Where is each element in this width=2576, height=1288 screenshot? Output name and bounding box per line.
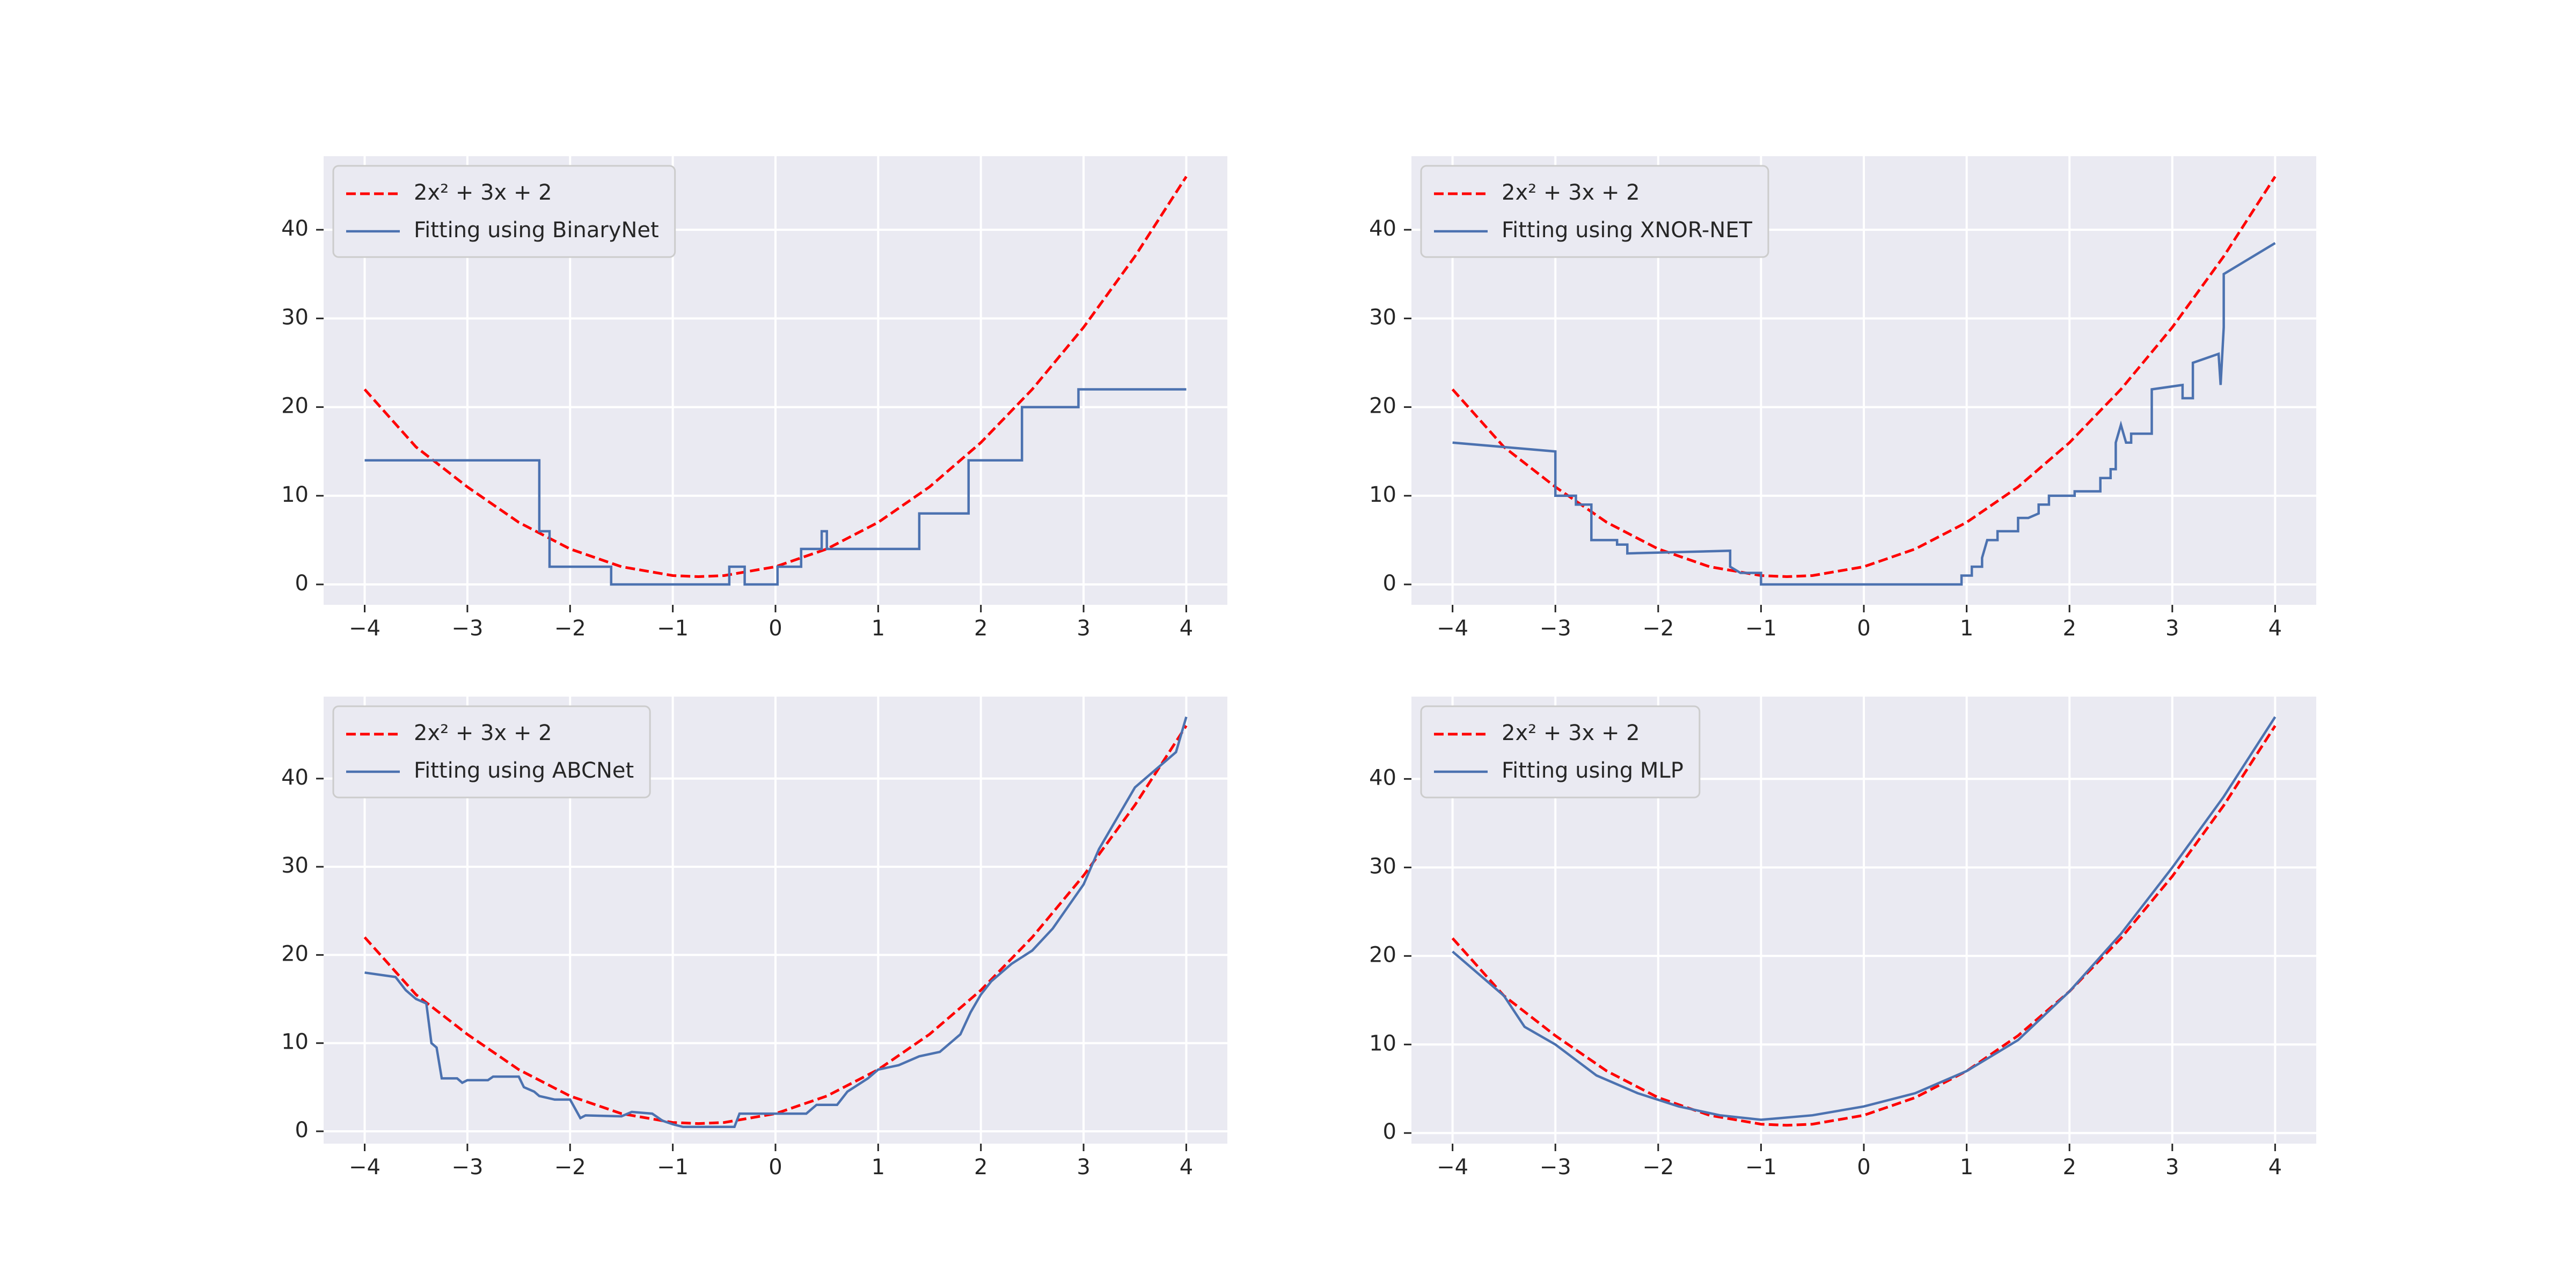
y-tick-label: 0: [1383, 571, 1396, 596]
x-tick-label: −4: [349, 1155, 380, 1180]
x-tick-label: −1: [657, 1155, 689, 1180]
x-tick-label: −3: [1540, 1155, 1571, 1180]
y-tick-label: 20: [281, 941, 309, 966]
x-tick-label: −2: [554, 1155, 586, 1180]
x-tick-label: −4: [1437, 1155, 1468, 1180]
legend-label: 2x² + 3x + 2: [1502, 180, 1640, 205]
x-tick-label: 2: [974, 1155, 987, 1180]
legend-label: Fitting using MLP: [1502, 758, 1684, 783]
x-tick-label: −1: [657, 616, 689, 641]
y-tick-label: 0: [295, 571, 309, 596]
plot-area: [1451, 716, 2277, 1127]
legend-box: [332, 165, 676, 258]
y-tick-label: 20: [1369, 394, 1396, 419]
legend: 2x² + 3x + 2 Fitting using BinaryNet: [332, 165, 676, 258]
x-tick-label: 4: [1180, 616, 1193, 641]
y-tick-label: 20: [1369, 942, 1396, 967]
y-tick-label: 0: [295, 1118, 309, 1143]
x-tick-label: −3: [451, 1155, 483, 1180]
plot-area: [363, 175, 1188, 586]
plot-area: [1451, 175, 2277, 586]
x-tick-label: 4: [2268, 1155, 2282, 1180]
x-tick-label: −3: [1540, 616, 1571, 641]
legend-label: Fitting using BinaryNet: [414, 218, 659, 243]
x-tick-label: 0: [1857, 1155, 1870, 1180]
x-tick-label: −1: [1745, 616, 1777, 641]
x-tick-label: 1: [872, 616, 885, 641]
legend-label: Fitting using XNOR-NET: [1502, 218, 1753, 243]
data-line: [363, 175, 1188, 579]
x-tick-label: 1: [1960, 616, 1973, 641]
y-tick-label: 30: [1369, 305, 1396, 330]
x-tick-label: −2: [1642, 616, 1674, 641]
y-tick-label: 40: [281, 216, 309, 241]
y-tick-label: 40: [281, 765, 309, 790]
legend-box: [1420, 705, 1701, 799]
y-tick-label: 10: [281, 1030, 309, 1055]
x-tick-label: −3: [451, 616, 483, 641]
legend: 2x² + 3x + 2 Fitting using XNOR-NET: [1420, 165, 1769, 258]
x-tick-label: 2: [2062, 616, 2076, 641]
legend-label: Fitting using ABCNet: [414, 758, 634, 783]
legend-box: [332, 705, 651, 799]
y-tick-label: 10: [281, 482, 309, 507]
x-tick-label: −4: [349, 616, 380, 641]
data-line: [363, 724, 1188, 1125]
data-line: [364, 388, 1187, 586]
data-line: [1452, 716, 2277, 1121]
x-tick-label: 4: [1180, 1155, 1193, 1180]
x-tick-label: 0: [769, 616, 782, 641]
x-tick-label: −2: [1642, 1155, 1674, 1180]
x-tick-label: −2: [554, 616, 586, 641]
data-line: [364, 716, 1188, 1129]
legend-box: [1420, 165, 1769, 258]
y-tick-label: 40: [1369, 216, 1396, 241]
x-tick-label: 0: [1857, 616, 1870, 641]
x-tick-label: 2: [974, 616, 987, 641]
y-tick-label: 30: [281, 305, 309, 330]
x-tick-label: 2: [2062, 1155, 2076, 1180]
x-tick-label: 1: [1960, 1155, 1973, 1180]
y-tick-label: 10: [1369, 1031, 1396, 1056]
legend: 2x² + 3x + 2 Fitting using ABCNet: [332, 705, 651, 799]
x-tick-label: 4: [2268, 616, 2282, 641]
x-tick-label: 3: [2165, 1155, 2179, 1180]
data-line: [1451, 725, 2277, 1127]
legend-label: 2x² + 3x + 2: [414, 721, 552, 745]
y-tick-label: 10: [1369, 482, 1396, 507]
x-tick-label: 0: [769, 1155, 782, 1180]
y-tick-label: 40: [1369, 765, 1396, 790]
x-tick-label: 3: [1077, 1155, 1090, 1180]
x-tick-label: 1: [872, 1155, 885, 1180]
data-line: [1452, 241, 2276, 586]
x-tick-label: 3: [2165, 616, 2179, 641]
x-tick-label: −4: [1437, 616, 1468, 641]
y-tick-label: 20: [281, 394, 309, 419]
legend-label: 2x² + 3x + 2: [414, 180, 552, 205]
y-tick-label: 30: [281, 853, 309, 878]
y-tick-label: 0: [1383, 1119, 1396, 1144]
legend: 2x² + 3x + 2 Fitting using MLP: [1420, 705, 1701, 799]
x-tick-label: −1: [1745, 1155, 1777, 1180]
x-tick-label: 3: [1077, 616, 1090, 641]
data-line: [1451, 175, 2277, 579]
legend-label: 2x² + 3x + 2: [1502, 721, 1640, 745]
y-tick-label: 30: [1369, 854, 1396, 879]
plot-area: [363, 716, 1188, 1129]
